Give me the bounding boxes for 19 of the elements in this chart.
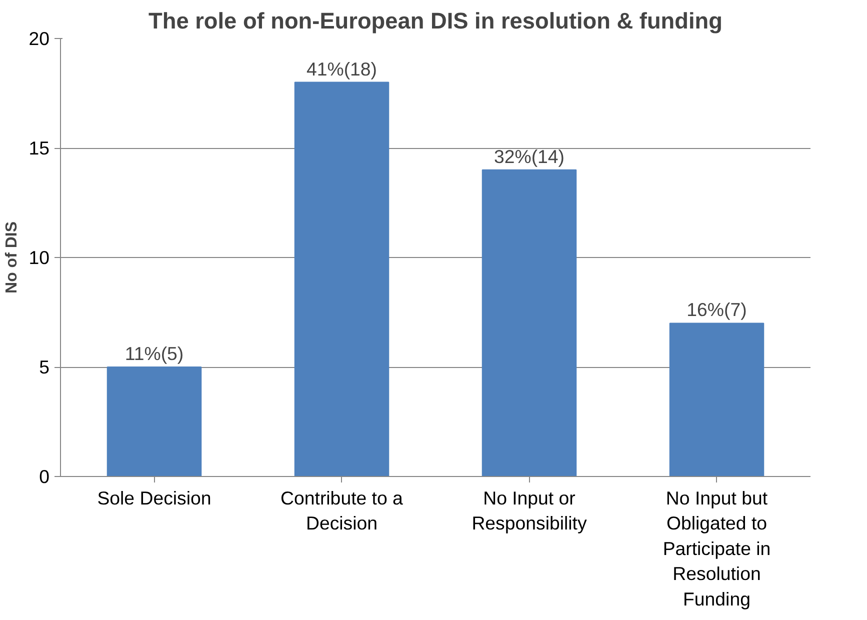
bar — [106, 366, 202, 476]
chart-title: The role of non-European DIS in resolution & funding — [148, 8, 722, 34]
y-tick-label: 15 — [28, 138, 50, 158]
data-label: 11%(5) — [124, 343, 184, 364]
bar — [482, 169, 577, 476]
x-tick-label: Sole Decision — [97, 488, 212, 508]
bar — [669, 322, 764, 476]
x-tick-label: No Input but Obligated to Participate in Resolution Funding — [662, 488, 771, 610]
bar — [294, 82, 390, 476]
y-axis-title: No of DIS — [4, 221, 21, 294]
data-label: 32%(14) — [494, 146, 565, 167]
data-label: 41%(18) — [306, 58, 378, 80]
y-tick-label: 5 — [39, 356, 50, 378]
y-tick-label: 10 — [28, 247, 50, 268]
data-label: 16%(7) — [686, 299, 747, 320]
y-tick-label: 0 — [39, 466, 50, 487]
x-tick-label: No Input or Responsibility — [472, 488, 588, 534]
y-tick-label: 20 — [28, 28, 50, 49]
x-tick-label: Contribute to a Decision — [280, 488, 404, 534]
